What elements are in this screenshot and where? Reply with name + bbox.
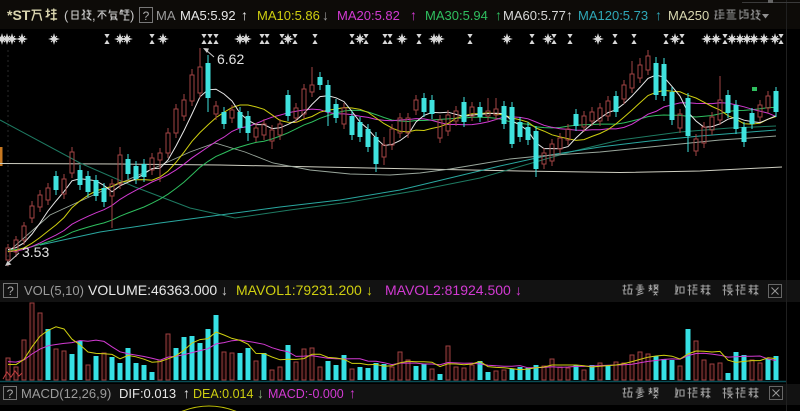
svg-text:?: ? — [143, 9, 150, 23]
svg-text:↑: ↑ — [566, 7, 573, 23]
svg-text:↓: ↓ — [322, 7, 329, 23]
svg-text:*ST: *ST — [7, 7, 31, 23]
svg-text:DEA:0.014: DEA:0.014 — [193, 387, 254, 401]
svg-text:↑: ↑ — [410, 7, 417, 23]
svg-text:↓: ↓ — [257, 385, 264, 401]
svg-text:,: , — [92, 8, 96, 23]
svg-text:6.62: 6.62 — [217, 51, 244, 67]
svg-text:3.53: 3.53 — [22, 244, 49, 260]
svg-text:↓: ↓ — [515, 282, 522, 298]
svg-text:DIF:0.013: DIF:0.013 — [119, 386, 176, 401]
svg-text:MA5:5.92: MA5:5.92 — [180, 8, 236, 23]
svg-text:MA250: MA250 — [668, 8, 709, 23]
svg-text:↑: ↑ — [241, 7, 248, 23]
svg-text:(: ( — [64, 8, 69, 23]
svg-text:MACD:-0.000: MACD:-0.000 — [268, 387, 344, 401]
svg-text:↓: ↓ — [221, 282, 228, 298]
svg-text:↓: ↓ — [366, 282, 373, 298]
svg-text:MA10:5.86: MA10:5.86 — [257, 8, 320, 23]
svg-text:MA30:5.94: MA30:5.94 — [425, 8, 488, 23]
svg-text:MAVOL2:81924.500: MAVOL2:81924.500 — [385, 282, 511, 298]
svg-text:?: ? — [7, 284, 14, 298]
svg-text:MA20:5.82: MA20:5.82 — [337, 8, 400, 23]
svg-text:VOL(5,10): VOL(5,10) — [24, 283, 84, 298]
svg-text:MA120:5.73: MA120:5.73 — [578, 8, 648, 23]
svg-text:): ) — [130, 8, 134, 23]
svg-text:MA: MA — [156, 8, 176, 23]
svg-text:↑: ↑ — [183, 385, 190, 401]
svg-text:?: ? — [7, 387, 14, 401]
svg-text:↑: ↑ — [349, 385, 356, 401]
svg-text:MAVOL1:79231.200: MAVOL1:79231.200 — [236, 282, 362, 298]
svg-text:↑: ↑ — [655, 7, 662, 23]
svg-text:MA60:5.77: MA60:5.77 — [503, 8, 566, 23]
svg-text:VOLUME:46363.000: VOLUME:46363.000 — [88, 282, 217, 298]
svg-text:MACD(12,26,9): MACD(12,26,9) — [21, 386, 111, 401]
svg-text:↑: ↑ — [495, 7, 502, 23]
